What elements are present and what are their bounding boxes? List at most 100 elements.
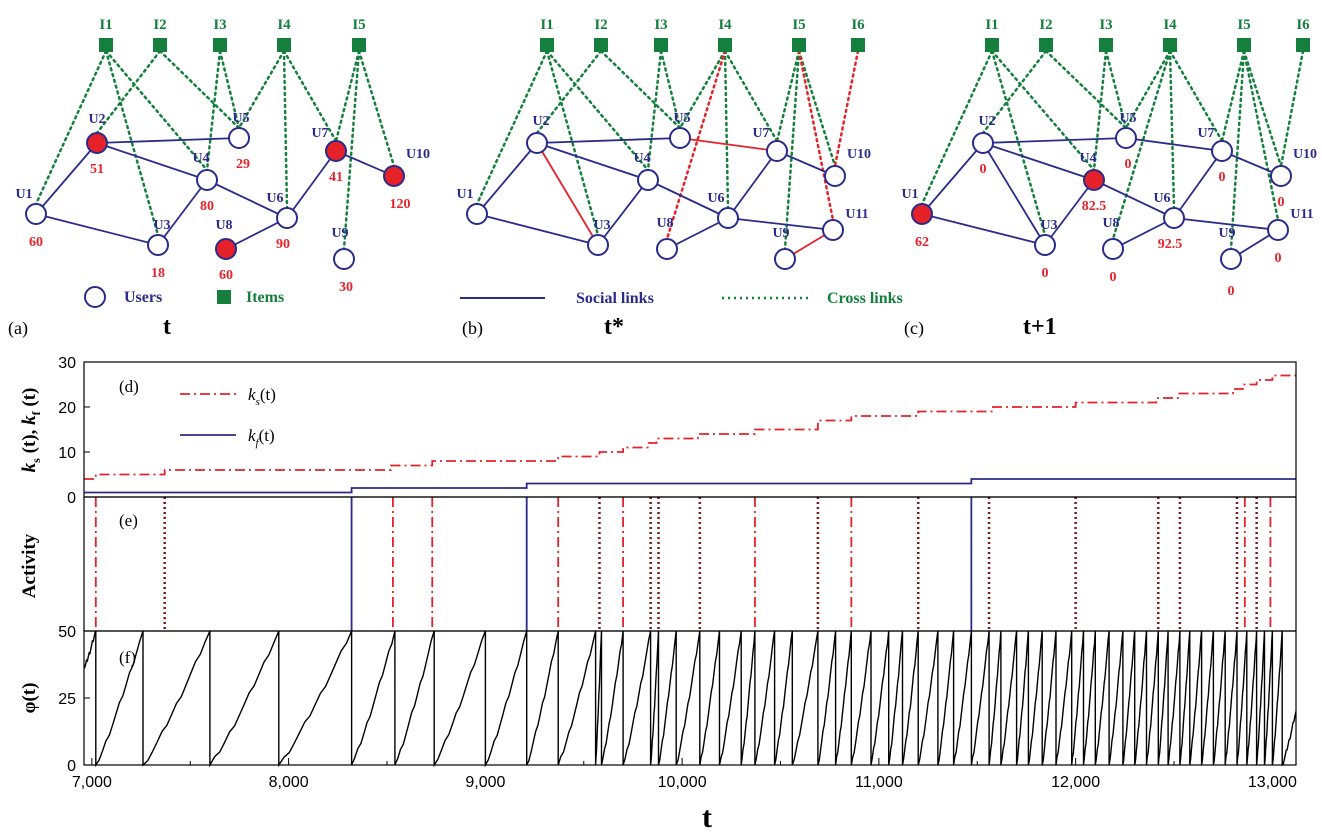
user-node-U7 <box>1211 140 1233 162</box>
new-social-link-U2-U3 <box>536 142 599 246</box>
user-label-U3: U3 <box>153 218 170 233</box>
ytick-label-f-50: 50 <box>58 624 76 641</box>
cross-link-I4-U6 <box>723 49 730 210</box>
user-node-U2 <box>526 132 548 154</box>
item-label-I3: I3 <box>1099 17 1112 33</box>
item-node-I3 <box>654 38 668 52</box>
item-label-I4: I4 <box>277 17 291 33</box>
user-label-U10: U10 <box>1293 147 1317 162</box>
item-node-I5 <box>1237 38 1251 52</box>
cross-link-I3-U4 <box>646 49 663 172</box>
cross-link-I5-U10 <box>797 49 837 168</box>
user-node-U10 <box>824 165 846 187</box>
item-label-I5: I5 <box>792 17 805 33</box>
item-node-I4 <box>1163 38 1177 52</box>
user-label-U8: U8 <box>1102 216 1119 231</box>
cross-link-I3-U4 <box>1092 49 1108 172</box>
social-link-U6-U11 <box>1173 217 1279 231</box>
social-link-U6-U7 <box>1173 150 1223 219</box>
user-node-U8 <box>656 238 678 260</box>
new-social-link-U5-U7 <box>679 137 778 152</box>
user-node-U2 <box>86 132 108 154</box>
item-label-I4: I4 <box>718 17 732 33</box>
user-label-U1: U1 <box>901 187 918 202</box>
panel-e-letter: (e) <box>119 511 138 530</box>
item-label-I2: I2 <box>153 17 166 33</box>
item-legend-marker <box>217 290 231 304</box>
cross-link-I4-U6 <box>282 49 289 210</box>
cross-link-I4-U5 <box>678 49 727 130</box>
network-legend: Users Items Social links Cross links <box>84 286 903 308</box>
user-label-U8: U8 <box>215 218 232 233</box>
cross-link-I1-U4 <box>545 49 650 172</box>
cross-link-I2-U5 <box>599 49 682 130</box>
cross-link-I6-U10 <box>1279 49 1305 168</box>
user-label-U5: U5 <box>1119 111 1136 126</box>
user-label-U6: U6 <box>707 191 724 206</box>
social-link-U6-U11 <box>727 217 834 231</box>
user-value-U8: 0 <box>1110 270 1117 285</box>
cross-link-I1-U3 <box>545 49 600 237</box>
cross-link-I1-U4 <box>104 49 209 172</box>
cross-link-I4-U7 <box>723 49 779 143</box>
item-label-I3: I3 <box>654 17 667 33</box>
user-value-U5: 0 <box>1125 157 1132 172</box>
item-label-I6: I6 <box>851 17 865 33</box>
item-node-I3 <box>1099 38 1113 52</box>
user-value-U2: 0 <box>980 162 987 177</box>
network-panel-b: I1 I2 I3 I4 I5 I6 U1 U2 U3 U4 U5 U6 U7 U8 U9 U10 U11 <box>456 17 871 270</box>
item-node-I2 <box>594 38 608 52</box>
user-value-U1: 62 <box>915 235 929 250</box>
xtick-label-11,000: 11,000 <box>855 774 903 791</box>
activity-y-label: Activity <box>19 533 40 598</box>
phi-y-label: φ(t) <box>19 683 40 714</box>
user-label-U7: U7 <box>311 126 328 141</box>
item-label-I5: I5 <box>352 17 365 33</box>
user-label-U3: U3 <box>593 218 610 233</box>
user-node-U6 <box>1163 207 1185 229</box>
item-node-I1 <box>985 38 999 52</box>
cross-link-I1-U1 <box>34 49 108 206</box>
user-label-U5: U5 <box>232 111 249 126</box>
social-link-U2-U4 <box>96 142 208 181</box>
user-node-U3 <box>1034 234 1056 256</box>
xtick-label-12,000: 12,000 <box>1051 774 1100 791</box>
user-node-U1 <box>911 203 933 225</box>
user-label-U4: U4 <box>1079 151 1096 166</box>
items-legend-label: Items <box>246 289 284 306</box>
item-label-I6: I6 <box>1296 17 1310 33</box>
user-node-U8 <box>1102 238 1124 260</box>
panel-a-letter: (a) <box>8 318 28 339</box>
cross-link-I2-U2 <box>535 49 603 135</box>
cross-link-I3-U5 <box>218 49 241 130</box>
user-node-U3 <box>147 234 169 256</box>
social-links-legend-label: Social links <box>576 290 654 307</box>
user-node-U9 <box>774 248 796 270</box>
cross-link-I2-U2 <box>95 49 162 135</box>
user-label-U1: U1 <box>456 187 473 202</box>
item-label-I1: I1 <box>985 17 998 33</box>
cross-link-I4-U6 <box>1168 49 1176 210</box>
item-label-I2: I2 <box>1039 17 1052 33</box>
social-link-U3-U4 <box>157 179 208 246</box>
user-value-U10: 0 <box>1278 195 1285 210</box>
plot-frame-e <box>83 496 1297 632</box>
cross-link-I5-U10 <box>1242 49 1283 168</box>
social-link-U1-U3 <box>921 213 1046 246</box>
panel-c-letter: (c) <box>904 318 924 339</box>
user-value-U11: 0 <box>1275 251 1282 266</box>
user-value-U9: 30 <box>339 280 353 295</box>
user-label-U6: U6 <box>266 191 283 206</box>
cross-link-I3-U5 <box>659 49 682 130</box>
network-panel-a: I1 I2 I3 I4 I5 U1 60 U2 51 U3 18 U4 80 U5 29 U6 90 U7 41 U8… <box>15 17 430 295</box>
user-value-U7: 0 <box>1219 170 1226 185</box>
social-link-U6-U7 <box>727 150 778 219</box>
user-label-U1: U1 <box>15 187 32 202</box>
item-node-I2 <box>1039 38 1053 52</box>
social-link-U2-U5 <box>536 137 681 144</box>
cross-link-I2-U2 <box>981 49 1048 135</box>
social-link-U4-U6 <box>647 179 729 219</box>
xtick-label-7,000: 7,000 <box>72 774 112 791</box>
chart-panel-f: 0 25 50 φ(t) <box>19 624 1297 775</box>
